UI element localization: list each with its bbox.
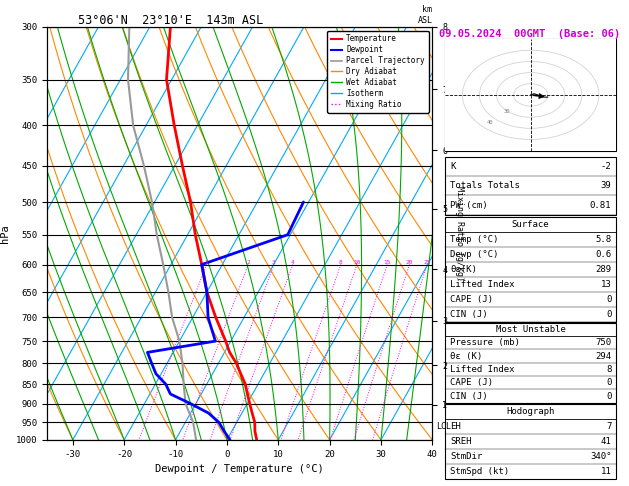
Text: 0.81: 0.81: [590, 201, 611, 209]
Text: 0.6: 0.6: [595, 250, 611, 259]
Y-axis label: hPa: hPa: [1, 224, 11, 243]
Text: Pressure (mb): Pressure (mb): [450, 338, 520, 347]
Text: 2: 2: [247, 260, 250, 264]
Text: CIN (J): CIN (J): [450, 392, 487, 400]
Text: Totals Totals: Totals Totals: [450, 181, 520, 191]
Text: 8: 8: [606, 365, 611, 374]
Text: StmSpd (kt): StmSpd (kt): [450, 467, 509, 476]
Text: 0: 0: [606, 392, 611, 400]
Text: Lifted Index: Lifted Index: [450, 365, 515, 374]
Text: Dewp (°C): Dewp (°C): [450, 250, 498, 259]
Text: kt: kt: [449, 45, 459, 54]
Text: SREH: SREH: [450, 437, 472, 446]
Text: 750: 750: [595, 338, 611, 347]
Text: 7: 7: [606, 422, 611, 431]
Text: 0: 0: [606, 378, 611, 387]
Text: 8: 8: [339, 260, 343, 264]
Text: 25: 25: [423, 260, 431, 264]
Text: 0: 0: [606, 310, 611, 319]
Text: StmDir: StmDir: [450, 452, 482, 461]
Text: 294: 294: [595, 352, 611, 361]
Text: km
ASL: km ASL: [418, 5, 432, 25]
Text: 15: 15: [384, 260, 391, 264]
Text: 53°06'N  23°10'E  143m ASL: 53°06'N 23°10'E 143m ASL: [78, 14, 264, 27]
Text: CIN (J): CIN (J): [450, 310, 487, 319]
Bar: [445, 217, 616, 322]
Text: 3: 3: [272, 260, 276, 264]
Text: Most Unstable: Most Unstable: [496, 325, 565, 334]
Text: LCL: LCL: [436, 422, 451, 431]
Legend: Temperature, Dewpoint, Parcel Trajectory, Dry Adiabat, Wet Adiabat, Isotherm, Mi: Temperature, Dewpoint, Parcel Trajectory…: [327, 31, 428, 113]
X-axis label: Dewpoint / Temperature (°C): Dewpoint / Temperature (°C): [155, 464, 324, 474]
Text: Surface: Surface: [512, 220, 550, 229]
Text: CAPE (J): CAPE (J): [450, 378, 493, 387]
Text: 340°: 340°: [590, 452, 611, 461]
Text: 0: 0: [606, 295, 611, 304]
Text: 5.8: 5.8: [595, 235, 611, 244]
Bar: [445, 404, 616, 479]
Text: 20: 20: [406, 260, 413, 264]
Text: 11: 11: [601, 467, 611, 476]
Text: 13: 13: [601, 280, 611, 289]
Text: Hodograph: Hodograph: [506, 407, 555, 416]
Text: Lifted Index: Lifted Index: [450, 280, 515, 289]
Text: 4: 4: [291, 260, 295, 264]
Text: θε (K): θε (K): [450, 352, 482, 361]
Text: Temp (°C): Temp (°C): [450, 235, 498, 244]
Text: K: K: [450, 162, 455, 171]
Bar: [445, 323, 616, 402]
Text: 40: 40: [486, 120, 493, 125]
Text: θε(K): θε(K): [450, 265, 477, 274]
Text: 289: 289: [595, 265, 611, 274]
Text: 41: 41: [601, 437, 611, 446]
Text: EH: EH: [450, 422, 460, 431]
Text: 30: 30: [504, 109, 510, 114]
Text: 39: 39: [601, 181, 611, 191]
Bar: [445, 39, 616, 151]
Text: -2: -2: [601, 162, 611, 171]
Text: 10: 10: [353, 260, 360, 264]
Bar: [445, 157, 616, 215]
Text: CAPE (J): CAPE (J): [450, 295, 493, 304]
Text: 09.05.2024  00GMT  (Base: 06): 09.05.2024 00GMT (Base: 06): [439, 29, 620, 39]
Text: 1: 1: [204, 260, 208, 264]
Y-axis label: Mixing Ratio (g/kg): Mixing Ratio (g/kg): [455, 186, 464, 281]
Text: PW (cm): PW (cm): [450, 201, 487, 209]
